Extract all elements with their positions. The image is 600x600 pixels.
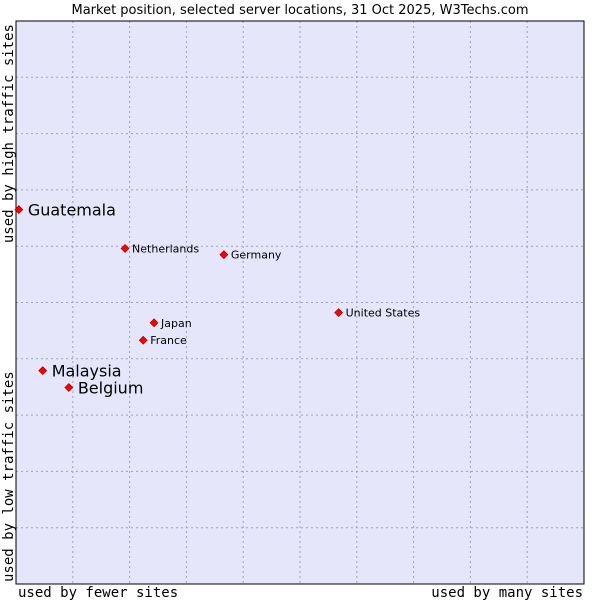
point-netherlands <box>120 244 130 253</box>
x-axis-label-right: used by many sites <box>431 585 583 600</box>
data-points: Guatemala Netherlands Germany United States… <box>14 201 421 398</box>
y-axis-label-bottom: used by low traffic sites <box>1 371 17 582</box>
point-japan <box>149 318 159 328</box>
point-label-france: France <box>150 334 187 347</box>
point-label-united-states: United States <box>346 307 421 320</box>
plot-border <box>15 20 585 585</box>
point-label-germany: Germany <box>231 249 282 262</box>
grid-lines <box>16 21 584 584</box>
point-label-belgium: Belgium <box>78 379 144 398</box>
point-label-guatemala: Guatemala <box>28 201 116 220</box>
point-guatemala <box>14 205 24 215</box>
point-france <box>138 335 148 345</box>
point-germany <box>219 250 229 260</box>
point-malaysia <box>38 366 48 376</box>
y-axis-label-top: used by high traffic sites <box>1 24 17 243</box>
chart-title: Market position, selected server locatio… <box>71 3 528 18</box>
point-label-japan: Japan <box>160 317 192 330</box>
point-united-states <box>334 308 344 318</box>
point-label-netherlands: Netherlands <box>132 242 199 255</box>
point-label-malaysia: Malaysia <box>52 362 122 381</box>
point-belgium <box>64 383 74 392</box>
x-axis-label-left: used by fewer sites <box>18 585 178 600</box>
